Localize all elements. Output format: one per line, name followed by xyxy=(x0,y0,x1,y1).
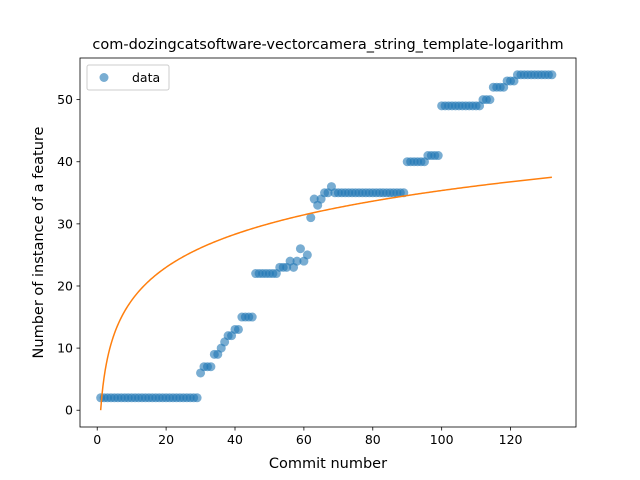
data-point xyxy=(192,393,202,403)
legend-box xyxy=(86,64,170,91)
x-tick-label: 20 xyxy=(158,432,174,447)
y-tick-label: 30 xyxy=(57,216,73,231)
chart-title: com-dozingcatsoftware-vectorcamera_strin… xyxy=(92,37,563,53)
y-tick-label: 20 xyxy=(57,278,73,293)
plot-area: 0 20 40 60 80 100 120 0 10 20 30 40 50 xyxy=(57,57,577,447)
data-point xyxy=(295,244,305,254)
x-tick-label: 0 xyxy=(93,432,101,447)
data-series xyxy=(96,70,557,403)
y-axis-label: Number of instance of a feature xyxy=(31,126,47,358)
y-axis: 0 10 20 30 40 50 xyxy=(57,92,80,418)
legend: data xyxy=(86,64,170,91)
x-tick-label: 100 xyxy=(430,432,454,447)
plot-frame xyxy=(79,57,577,428)
x-tick-label: 120 xyxy=(499,432,523,447)
data-point xyxy=(306,213,316,223)
data-point xyxy=(233,324,243,334)
data-point xyxy=(292,256,302,266)
y-tick-label: 10 xyxy=(57,341,73,356)
y-tick-label: 40 xyxy=(57,154,73,169)
data-point xyxy=(247,312,257,322)
data-point xyxy=(485,95,495,105)
x-tick-label: 80 xyxy=(365,432,381,447)
x-axis-label: Commit number xyxy=(269,456,387,472)
data-point xyxy=(206,362,216,372)
data-point xyxy=(433,151,443,161)
data-point xyxy=(547,70,557,80)
x-tick-label: 60 xyxy=(296,432,312,447)
x-axis: 0 20 40 60 80 100 120 xyxy=(93,427,523,447)
legend-label: data xyxy=(132,70,160,85)
y-tick-label: 50 xyxy=(57,92,73,107)
data-point xyxy=(302,250,312,260)
y-tick-label: 0 xyxy=(65,403,73,418)
legend-marker xyxy=(99,73,109,82)
fit-line xyxy=(99,176,552,411)
x-tick-label: 40 xyxy=(227,432,243,447)
